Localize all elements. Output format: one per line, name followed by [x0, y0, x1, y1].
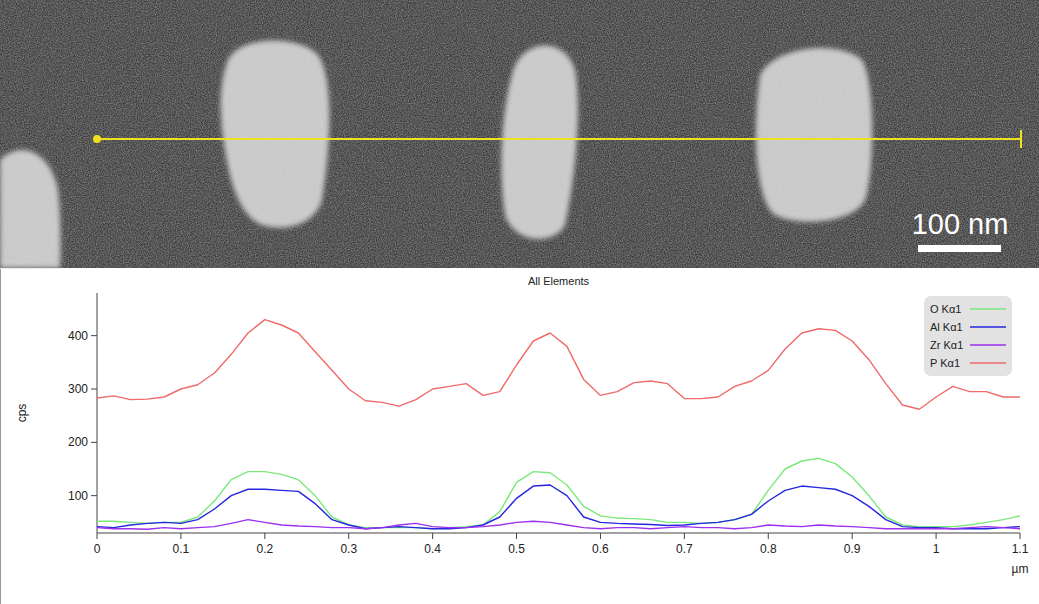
x-tick	[768, 533, 769, 539]
legend-swatch	[970, 362, 1006, 364]
x-tick-label: 0.9	[844, 542, 861, 556]
x-axis-title: µm	[1012, 562, 1029, 576]
series-line	[97, 320, 1020, 410]
legend-label: O Kα1	[930, 303, 961, 315]
x-tick	[432, 533, 433, 539]
x-tick-label: 0.4	[424, 542, 441, 556]
x-axis	[97, 533, 1020, 534]
series-line	[97, 520, 1020, 530]
figure: 100 nm All Elements 100 200 300 400 0 0.1 0.2 0.3…	[0, 0, 1039, 604]
scan-start	[93, 135, 101, 143]
x-tick	[684, 533, 685, 539]
series-line	[97, 485, 1020, 529]
legend-box	[924, 296, 1012, 376]
legend-swatch	[970, 344, 1006, 346]
x-tick	[936, 533, 937, 539]
x-tick-label: 0	[94, 542, 101, 556]
y-tick	[91, 335, 97, 336]
chart-border	[0, 269, 1, 604]
x-tick	[852, 533, 853, 539]
y-tick-label: 100	[68, 489, 88, 503]
legend-swatch	[970, 326, 1006, 328]
x-tick	[97, 533, 98, 539]
legend-label: Al Kα1	[930, 321, 963, 333]
x-tick-label: 0.5	[508, 542, 525, 556]
chart: All Elements 100 200 300 400 0 0.1 0.2 0.3 0.4 0.5…	[0, 269, 1039, 604]
series-group	[97, 320, 1020, 530]
x-tick	[600, 533, 601, 539]
scan-line	[97, 138, 1021, 140]
x-tick	[1020, 533, 1021, 539]
legend-label: Zr Kα1	[930, 339, 963, 351]
x-tick	[516, 533, 517, 539]
legend-label: P Kα1	[930, 357, 960, 369]
y-axis-title: cps	[15, 404, 29, 423]
y-tick	[91, 495, 97, 496]
micrograph: 100 nm	[0, 0, 1039, 268]
chart-background	[0, 269, 1039, 604]
x-tick-label: 0.8	[760, 542, 777, 556]
x-tick-label: 0.3	[340, 542, 357, 556]
y-tick-label: 300	[68, 382, 88, 396]
y-axis	[97, 293, 98, 533]
x-tick	[348, 533, 349, 539]
legend-swatch	[970, 308, 1006, 310]
micrograph-noise	[0, 0, 1039, 268]
x-tick	[264, 533, 265, 539]
micrograph-background	[0, 0, 1039, 268]
scale-bar	[918, 245, 1001, 252]
x-tick-label: 0.7	[676, 542, 693, 556]
y-tick	[91, 442, 97, 443]
scan-end	[1020, 130, 1022, 148]
y-tick	[91, 389, 97, 390]
x-tick-label: 0.6	[592, 542, 609, 556]
series-line	[97, 458, 1020, 528]
x-tick-label: 1	[933, 542, 940, 556]
scale-bar-label: 100 nm	[912, 208, 1009, 240]
y-tick-label: 400	[68, 329, 88, 343]
legend: O Kα1 Al Kα1 Zr Kα1 P Kα1	[924, 296, 1012, 376]
x-tick-label: 1.1	[1012, 542, 1029, 556]
x-tick-label: 0.2	[256, 542, 273, 556]
x-tick-label: 0.1	[173, 542, 190, 556]
x-tick	[180, 533, 181, 539]
chart-title: All Elements	[528, 275, 590, 287]
y-tick-label: 200	[68, 435, 88, 449]
